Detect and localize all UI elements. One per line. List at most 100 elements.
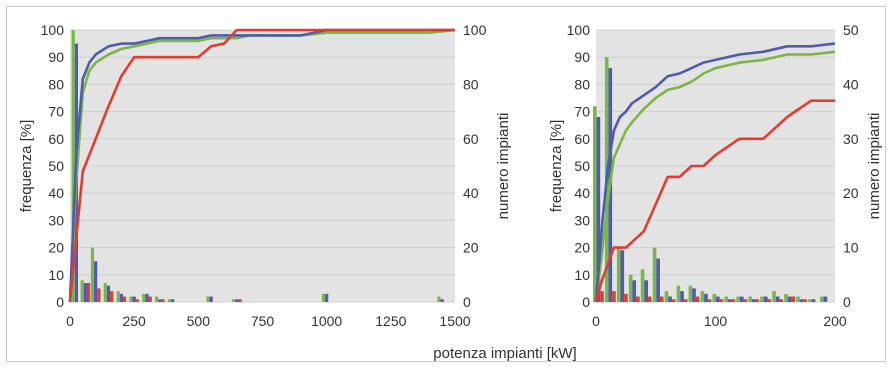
y-tick-label: 30 [574,212,590,228]
bar-green [90,247,95,302]
y2-tick-label: 40 [463,185,479,201]
bar-blue [106,285,111,302]
bar-red [612,291,616,302]
x-tick-label: 0 [592,313,600,329]
bar-green [129,296,133,302]
bar-red [148,296,152,302]
bar-red [659,296,664,302]
y-tick-label: 40 [574,185,590,201]
y2-tick-label: 100 [463,22,487,38]
x-tick-label: 1500 [439,313,470,329]
bar-green [808,299,812,302]
y-tick-label: 50 [574,158,590,174]
y2-tick-label: 50 [843,22,859,38]
y-tick-label: 90 [48,49,64,65]
x-tick-label: 500 [187,313,211,329]
bar-green [664,291,669,302]
bar-red [636,296,640,302]
y-tick-label: 30 [48,212,64,228]
y2-tick-label: 30 [843,131,859,147]
bar-red [755,299,760,302]
bar-green [640,269,645,302]
left-y2-axis-label: numero impianti [495,113,512,220]
bar-green [736,296,740,302]
bar-blue [132,296,136,302]
right-lines [594,42,836,303]
bar-green [820,296,824,302]
y-tick-label: 20 [574,240,590,256]
left-y-axis-label: frequenza [%] [18,120,35,213]
x-tick-label: 200 [823,313,847,329]
bar-blue [728,299,732,302]
line-red [594,99,835,303]
bar-green [80,280,84,302]
bar-green [628,274,633,302]
bar-red [743,299,748,302]
y-tick-label: 100 [567,22,591,38]
x-tick-label: 250 [122,313,146,329]
bar-green [616,247,621,302]
y2-tick-label: 60 [463,131,479,147]
bar-green [748,296,752,302]
bar-blue [680,291,684,302]
y-tick-label: 70 [48,104,64,120]
y2-tick-label: 20 [463,240,479,256]
left-y-tick-labels: 0 10 20 30 40 50 60 70 80 90 100 [41,22,65,310]
y-tick-label: 10 [574,267,590,283]
bar-blue [799,299,804,302]
bar-green [437,296,441,302]
y-tick-label: 60 [48,131,64,147]
line-green [594,50,836,303]
x-tick-label: 100 [704,313,728,329]
bar-blue [716,296,720,302]
bar-red [671,299,676,302]
left-chart: 0 250 500 750 1000 1250 1500 01020304050607080… [18,22,512,329]
bar-green [71,30,75,302]
bar-green [321,293,326,302]
bar-blue [596,117,601,302]
bar-green [206,296,210,302]
right-y-tick-labels: 0 10 20 30 40 50 60 70 80 90 100 [567,22,591,310]
bar-red [767,299,772,302]
bar-blue [620,250,625,302]
right-chart: 0 100 200 0 10 20 30 40 50 60 70 80 90 100 0 10 20 30 40… [548,22,883,329]
y2-tick-label: 0 [843,294,851,310]
line-blue [594,42,836,303]
bar-blue [440,299,444,302]
bar-blue [668,296,672,302]
bar-blue [644,280,648,302]
y2-tick-label: 80 [463,76,479,92]
y2-tick-label: 40 [843,76,859,92]
bar-red [238,299,242,302]
x-tick-label: 0 [66,313,74,329]
bar-blue [811,299,816,302]
bar-blue [656,258,660,302]
bar-green [116,291,120,302]
bar-green [142,293,146,302]
bar-blue [209,296,213,302]
y-tick-label: 0 [582,294,590,310]
bar-red [161,299,165,302]
y-tick-label: 90 [574,49,590,65]
bar-green [155,296,159,302]
bar-blue [775,296,780,302]
left-y2-tick-labels: 0 20 40 60 80 100 [463,22,487,310]
bar-red [647,296,652,302]
bar-red [683,299,688,302]
left-x-tick-labels: 0 250 500 750 1000 1250 1500 [66,313,471,329]
bar-blue [739,296,744,302]
y-tick-label: 50 [48,158,64,174]
y-tick-label: 80 [48,76,64,92]
bar-green [760,296,764,302]
bar-blue [119,293,123,302]
line-blue [68,28,455,303]
bar-red [122,296,127,302]
bar-red [600,291,604,302]
bar-red [135,299,139,302]
bar-green [796,296,800,302]
y-tick-label: 20 [48,240,64,256]
bar-blue [704,293,708,302]
bar-blue [325,293,329,302]
y-tick-label: 0 [56,294,64,310]
y-tick-label: 100 [41,22,65,38]
